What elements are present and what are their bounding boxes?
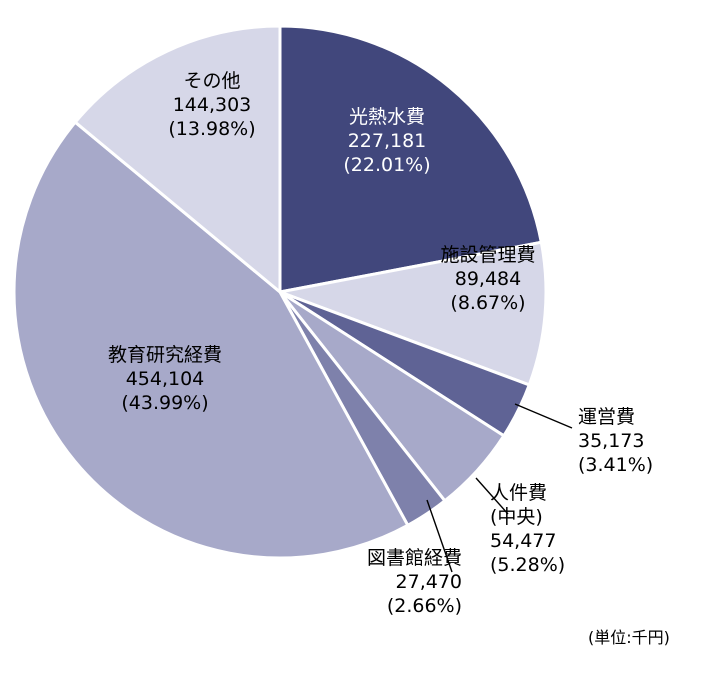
slice-label-5-line-2: 27,470 <box>396 571 462 593</box>
slice-label-3-line-3: (3.41%) <box>578 454 653 476</box>
slice-label-6-line-1: 教育研究経費 <box>108 344 222 366</box>
leader-line-3 <box>514 403 573 429</box>
slice-label-4-line-2: (中央) <box>490 506 543 528</box>
pie-slice-7 <box>73 24 282 296</box>
pie-slice-1 <box>278 24 544 294</box>
slice-label-2-line-2: 89,484 <box>455 268 521 290</box>
slice-label-5-line-3: (2.66%) <box>387 595 462 617</box>
slice-label-1-line-2: 227,181 <box>348 130 427 152</box>
pie-slice-6 <box>12 120 410 560</box>
unit-label: (単位:千円) <box>588 628 670 647</box>
slice-label-4-line-4: (5.28%) <box>490 554 565 576</box>
slice-label-4-line-1: 人件費 <box>490 482 547 504</box>
slice-label-2-line-1: 施設管理費 <box>440 244 535 266</box>
slice-label-7-line-3: (13.98%) <box>168 118 255 140</box>
slice-label-1-line-1: 光熱水費 <box>349 106 425 128</box>
slice-label-2-line-3: (8.67%) <box>450 292 525 314</box>
slice-label-6-line-3: (43.99%) <box>121 392 208 414</box>
slice-label-4-line-3: 54,477 <box>490 530 556 552</box>
leader-line-4 <box>475 477 509 515</box>
pie-slice-2 <box>274 240 548 387</box>
slice-label-7-line-2: 144,303 <box>173 94 252 116</box>
leader-line-5 <box>426 499 453 573</box>
slice-label-3-line-1: 運営費 <box>578 406 635 428</box>
slice-label-5-line-1: 図書館経費 <box>367 547 462 569</box>
slice-label-1-line-3: (22.01%) <box>343 154 430 176</box>
slice-label-6-line-2: 454,104 <box>126 368 205 390</box>
slice-label-3-line-2: 35,173 <box>578 430 644 452</box>
slice-label-7-line-1: その他 <box>183 70 240 92</box>
